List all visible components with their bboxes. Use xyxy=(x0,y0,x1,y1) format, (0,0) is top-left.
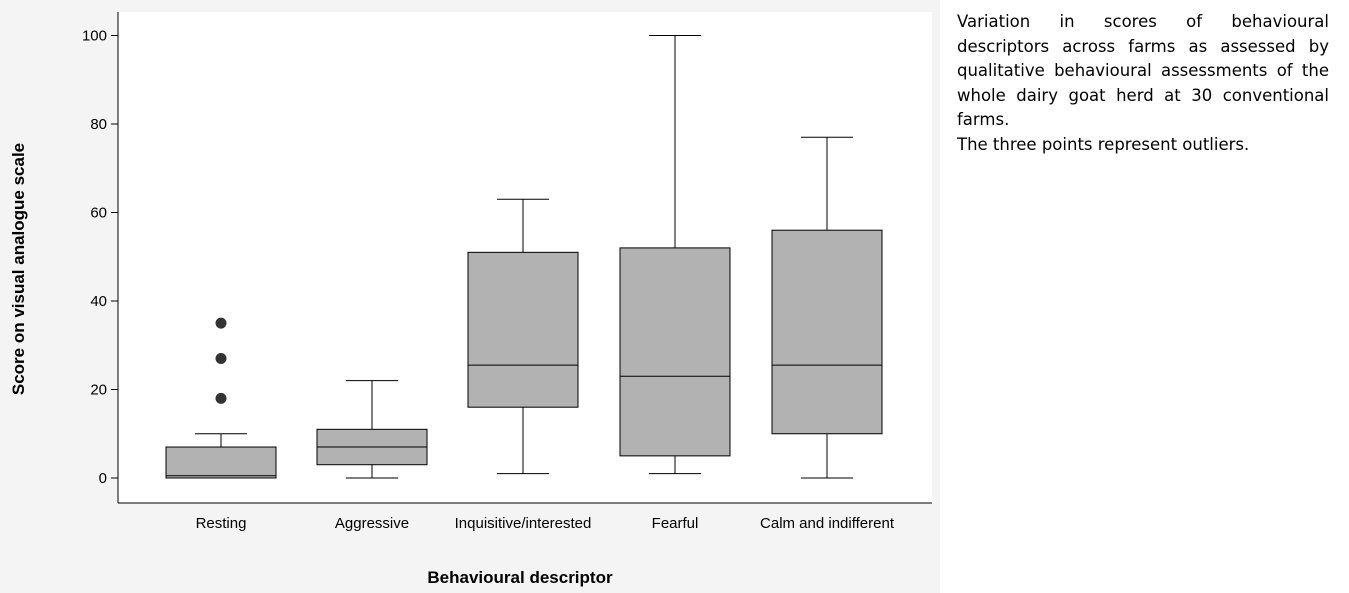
x-tick-label: Fearful xyxy=(652,515,699,532)
caption-text: Variation in scores of behavioural descr… xyxy=(957,12,1329,129)
iqr-box xyxy=(467,251,579,408)
x-axis-title: Behavioural descriptor xyxy=(427,568,613,587)
y-tick-label: 100 xyxy=(82,28,107,45)
boxes xyxy=(165,35,883,479)
box-1 xyxy=(316,380,428,479)
outlier-point xyxy=(215,392,227,404)
iqr-box xyxy=(619,247,731,457)
box-4 xyxy=(771,136,883,479)
box-0 xyxy=(165,317,277,479)
iqr-box xyxy=(771,229,883,435)
box-2 xyxy=(467,198,579,475)
y-tick-label: 40 xyxy=(90,293,107,310)
y-tick-label: 80 xyxy=(90,116,107,133)
y-axis-title: Score on visual analogue scale xyxy=(9,143,28,395)
x-tick-label: Inquisitive/interested xyxy=(455,515,592,532)
y-axis: 0 20 40 60 80 100 xyxy=(82,12,119,503)
box-plot: 0 20 40 60 80 100 Resting Aggressive Inquisitiv… xyxy=(0,0,940,593)
x-tick-label: Aggressive xyxy=(335,515,409,532)
figure-caption: Variation in scores of behavioural descr… xyxy=(957,10,1329,157)
outlier-point xyxy=(215,317,227,329)
y-tick-label: 20 xyxy=(90,382,107,399)
caption-note: The three points represent outliers. xyxy=(957,134,1250,154)
y-tick-label: 0 xyxy=(99,470,107,487)
iqr-box xyxy=(165,446,277,479)
x-tick-label: Resting xyxy=(196,515,247,532)
box-3 xyxy=(619,35,731,475)
y-tick-label: 60 xyxy=(90,205,107,222)
x-tick-label: Calm and indifferent xyxy=(760,515,895,532)
outlier-point xyxy=(215,353,227,365)
x-axis: Resting Aggressive Inquisitive/interested F… xyxy=(118,502,932,532)
